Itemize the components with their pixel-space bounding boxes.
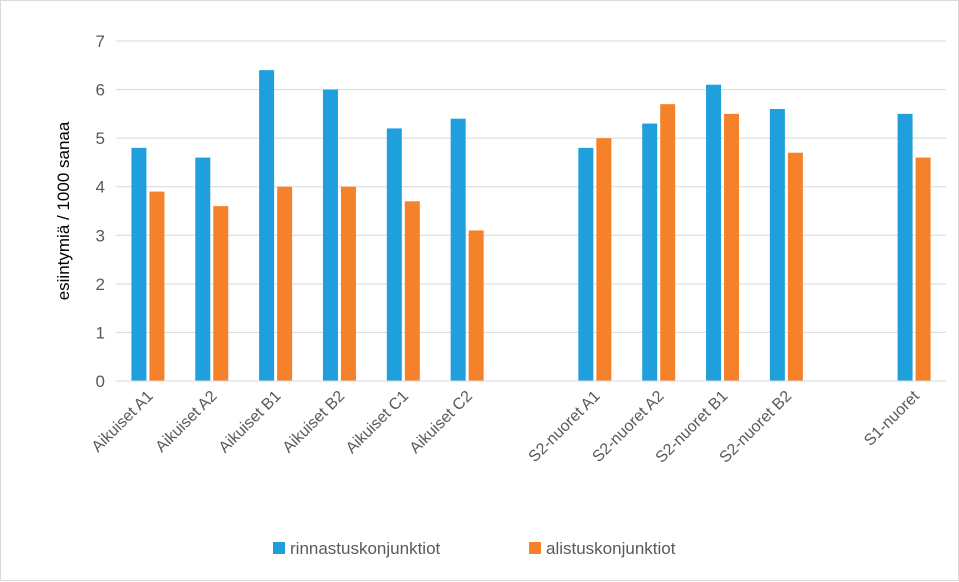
y-tick-label: 4 <box>96 178 105 197</box>
gridlines <box>116 40 946 382</box>
x-category-label: Aikuiset B2 <box>280 388 349 457</box>
x-category-label: Aikuiset B1 <box>216 388 285 457</box>
bar-alistus <box>915 157 931 381</box>
bar-alistus <box>277 186 293 381</box>
bar-alistus <box>340 186 356 381</box>
bar-rinnastus <box>259 70 275 382</box>
bar-alistus <box>660 104 676 382</box>
y-tick-label: 3 <box>96 226 105 245</box>
x-category-label: Aikuiset C1 <box>343 388 412 457</box>
bar-rinnastus <box>769 109 785 381</box>
y-tick-label: 6 <box>96 81 105 100</box>
bar-rinnastus <box>897 113 913 381</box>
bar-rinnastus <box>195 157 211 381</box>
y-tick-label: 7 <box>96 32 105 51</box>
bar-alistus <box>724 113 740 381</box>
bar-rinnastus <box>386 128 402 381</box>
legend-label: alistuskonjunktiot <box>546 539 676 558</box>
bar-rinnastus <box>706 84 722 381</box>
bar-alistus <box>596 138 612 381</box>
bar-alistus <box>404 201 420 381</box>
x-category-label: S1-nuoret <box>861 387 923 449</box>
bar-alistus <box>149 191 165 381</box>
bar-rinnastus <box>322 89 338 382</box>
x-category-label: Aikuiset A2 <box>153 388 221 456</box>
legend: rinnastuskonjunktiot alistuskonjunktiot <box>273 539 676 558</box>
bar-alistus <box>468 230 484 381</box>
bar-rinnastus <box>131 147 147 381</box>
y-axis-title: esiintymiä / 1000 sanaa <box>54 121 73 300</box>
bar-rinnastus <box>578 147 594 381</box>
bar-rinnastus <box>450 118 466 381</box>
legend-swatch <box>529 542 541 554</box>
x-category-label: Aikuiset C2 <box>407 388 476 457</box>
y-tick-label: 1 <box>96 323 105 342</box>
legend-swatch <box>273 542 285 554</box>
y-tick-label: 5 <box>96 129 105 148</box>
y-tick-label: 2 <box>96 275 105 294</box>
bar-rinnastus <box>642 123 658 382</box>
bars <box>116 70 946 382</box>
bar-alistus <box>213 206 229 381</box>
y-tick-label: 0 <box>96 372 105 391</box>
y-axis-ticks: 0 1 2 3 4 5 6 7 <box>96 32 105 391</box>
x-category-label: Aikuiset A1 <box>89 388 157 456</box>
bar-alistus <box>787 152 803 381</box>
legend-label: rinnastuskonjunktiot <box>290 539 441 558</box>
